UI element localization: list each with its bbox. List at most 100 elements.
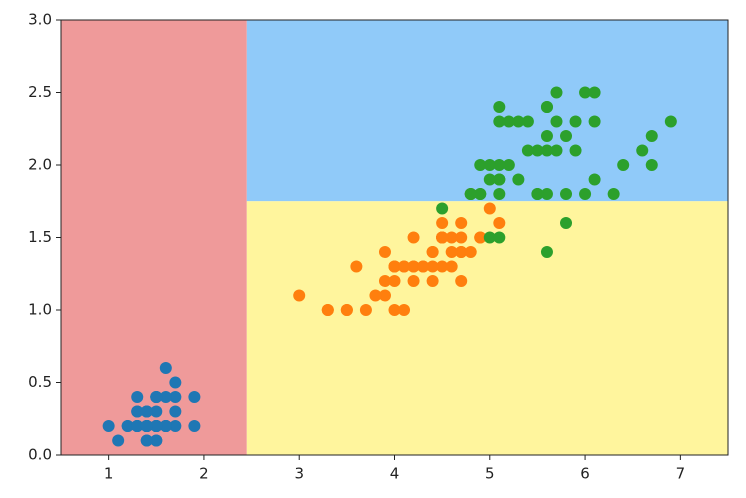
point (388, 260, 401, 273)
point (512, 173, 525, 186)
point (169, 405, 182, 418)
point (436, 231, 449, 244)
point (398, 304, 411, 316)
point (483, 159, 496, 171)
point (159, 420, 172, 432)
point (464, 188, 477, 200)
point (426, 246, 439, 258)
y-tick-label: 0.0 (28, 446, 52, 464)
point (502, 159, 515, 171)
point (493, 217, 506, 229)
point (455, 275, 468, 287)
x-tick-label: 3 (294, 465, 304, 483)
y-tick-label: 1.0 (28, 301, 52, 319)
point (131, 420, 144, 432)
point (407, 231, 420, 244)
point (664, 115, 677, 128)
point (359, 304, 372, 316)
point (455, 217, 468, 229)
point (521, 144, 534, 157)
point (607, 188, 620, 200)
point (378, 246, 391, 258)
point (512, 115, 525, 128)
x-tick-label: 5 (485, 465, 495, 483)
y-tick-label: 2.0 (28, 156, 52, 174)
point (188, 391, 201, 403)
point (474, 159, 487, 171)
point (531, 188, 544, 200)
point (159, 391, 172, 403)
y-tick-label: 2.5 (28, 83, 52, 101)
point (321, 304, 334, 316)
decision-region (61, 20, 247, 455)
point (445, 231, 458, 244)
point (455, 231, 468, 244)
point (169, 420, 182, 432)
point (407, 260, 420, 273)
point (464, 246, 477, 258)
point (493, 188, 506, 200)
decision-region (246, 201, 729, 455)
point (102, 420, 115, 432)
point (560, 188, 573, 200)
point (340, 304, 353, 316)
point (493, 115, 506, 128)
point (140, 405, 153, 418)
point (474, 188, 487, 200)
point (445, 246, 458, 258)
point (388, 275, 401, 287)
point (159, 362, 172, 374)
point (445, 260, 458, 273)
x-tick-label: 4 (390, 465, 400, 483)
point (550, 144, 563, 157)
point (540, 188, 553, 200)
point (502, 115, 515, 128)
point (112, 434, 125, 447)
point (455, 246, 468, 258)
point (483, 173, 496, 186)
point (474, 231, 487, 244)
point (560, 217, 573, 229)
point (140, 420, 153, 432)
point (521, 115, 534, 128)
point (378, 275, 391, 287)
point (493, 101, 506, 113)
point (150, 405, 163, 418)
y-tick-label: 1.5 (28, 228, 52, 246)
x-tick-label: 1 (104, 465, 114, 483)
point (388, 304, 401, 316)
point (426, 260, 439, 273)
point (569, 144, 582, 157)
point (540, 144, 553, 157)
point (636, 144, 649, 157)
point (579, 86, 592, 99)
point (150, 434, 163, 447)
point (483, 231, 496, 244)
point (436, 217, 449, 229)
point (131, 391, 144, 403)
x-tick-label: 2 (199, 465, 209, 483)
point (645, 159, 658, 171)
point (588, 173, 601, 186)
point (188, 420, 201, 432)
point (540, 246, 553, 258)
point (436, 202, 449, 215)
point (150, 391, 163, 403)
point (540, 130, 553, 142)
point (483, 202, 496, 215)
point (169, 376, 182, 389)
point (293, 289, 306, 302)
point (540, 101, 553, 113)
point (417, 260, 430, 273)
point (369, 289, 382, 302)
point (398, 260, 411, 273)
decision-region (246, 20, 729, 202)
point (560, 130, 573, 142)
point (493, 173, 506, 186)
point (407, 275, 420, 287)
y-tick-label: 0.5 (28, 373, 52, 391)
point (436, 260, 449, 273)
point (588, 86, 601, 99)
x-tick-label: 6 (580, 465, 590, 483)
